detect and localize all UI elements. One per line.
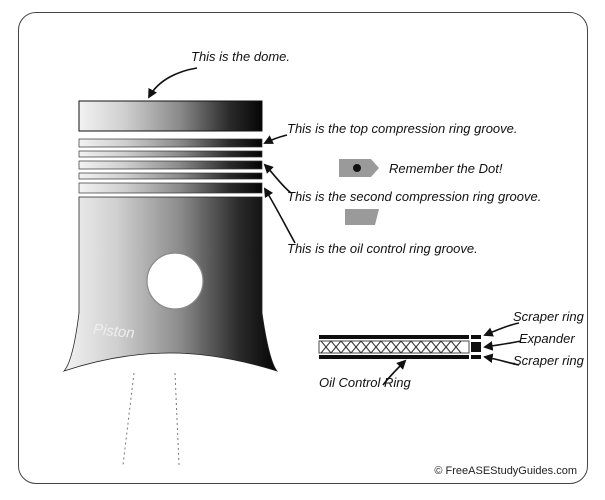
credit-text: © FreeASEStudyGuides.com [434,465,577,477]
label-remember-dot: Remember the Dot! [389,161,502,176]
label-top-groove: This is the top compression ring groove. [287,121,518,136]
piston [64,101,277,465]
label-dome: This is the dome. [191,49,290,64]
arrow-dome [149,68,197,97]
label-scraper-top: Scraper ring [513,309,584,324]
oil-control-ring-assembly [319,335,481,359]
second-ring-shape [345,209,379,225]
label-oil-groove: This is the oil control ring groove. [287,241,478,256]
label-second-groove: This is the second compression ring groo… [287,189,541,204]
arrow-scraper-top [485,323,519,335]
top-ring-shape [339,159,379,177]
arrow-top-groove [265,135,287,143]
label-oil-control-ring: Oil Control Ring [319,375,411,390]
arrow-expander [485,341,521,347]
label-expander: Expander [519,331,575,346]
diagram-frame: This is the dome. This is the top compre… [18,12,588,484]
label-scraper-bottom: Scraper ring [513,353,584,368]
